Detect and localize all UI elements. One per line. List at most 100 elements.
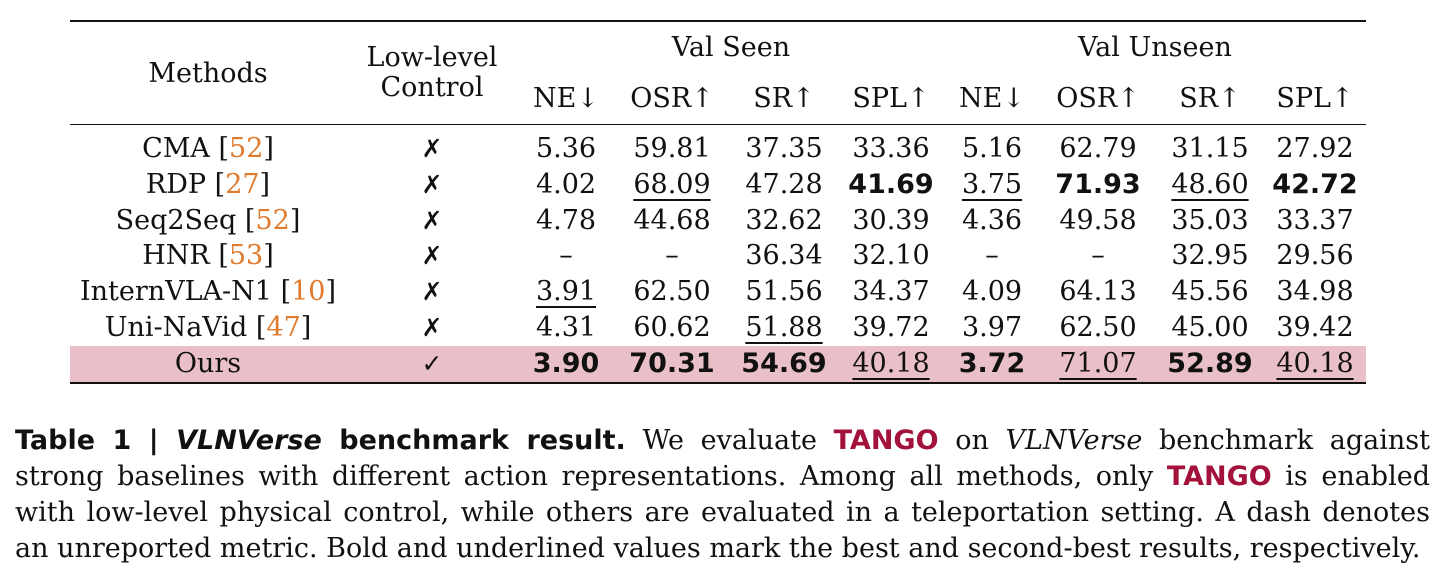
value-cell: 68.09 (633, 168, 711, 200)
metric-header: NE↓ (533, 82, 599, 114)
value-cell: 64.13 (1059, 276, 1137, 308)
value-cell: 3.91 (535, 276, 597, 308)
value-cell: 37.35 (745, 133, 823, 164)
value-cell: 62.79 (1059, 133, 1137, 164)
header-control-line2: Control (380, 72, 484, 103)
metric-header: SPL↑ (852, 82, 930, 114)
citation-link[interactable]: 27 (225, 168, 260, 200)
metric-header: SR↑ (1179, 82, 1241, 114)
table-row: InternVLA-N1 [10] ✗ 3.91 62.50 51.56 34.… (70, 274, 1366, 310)
header-methods: Methods (148, 57, 268, 89)
method-cell: Ours (70, 345, 346, 383)
value-cell: 40.18 (1264, 345, 1366, 383)
value-cell: 62.50 (633, 276, 711, 308)
tango-name: TANGO (833, 425, 939, 456)
value-cell: 31.15 (1171, 133, 1249, 164)
value-cell: 71.93 (1055, 168, 1141, 200)
value-cell: 60.62 (633, 311, 711, 343)
header-val-unseen: Val Unseen (1078, 31, 1232, 63)
value-cell: 33.36 (852, 133, 930, 164)
method-cell: Seq2Seq [52] (115, 204, 301, 236)
value-cell: 51.88 (745, 311, 823, 343)
value-cell: 5.16 (961, 133, 1023, 164)
value-cell: – (665, 240, 679, 272)
citation-link[interactable]: 53 (228, 240, 264, 272)
value-cell: 45.56 (1171, 276, 1249, 308)
value-cell: 62.50 (1059, 311, 1137, 343)
caption-text: We evaluate (642, 425, 834, 456)
value-cell: 4.31 (535, 311, 597, 343)
value-cell: 59.81 (633, 133, 711, 164)
value-cell: 33.37 (1276, 204, 1354, 236)
metric-header: SR↑ (753, 82, 815, 114)
value-cell: 41.69 (848, 168, 934, 200)
value-cell: 45.00 (1171, 311, 1249, 343)
method-cell: InternVLA-N1 [10] (79, 276, 337, 308)
value-cell: – (1091, 240, 1105, 272)
value-cell: – (559, 240, 573, 272)
value-cell: 4.36 (961, 204, 1023, 236)
value-cell: 36.34 (745, 240, 823, 272)
value-cell: 5.36 (535, 133, 597, 164)
control-mark: ✗ (421, 277, 443, 307)
value-cell: 70.31 (614, 345, 730, 383)
value-cell: 39.72 (852, 311, 930, 343)
table-row-ours: Ours ✓ 3.90 70.31 54.69 40.18 3.72 71.07… (70, 345, 1366, 383)
value-cell: 32.95 (1171, 240, 1249, 272)
metric-header: OSR↑ (1056, 82, 1140, 114)
citation-link[interactable]: 47 (266, 311, 301, 343)
value-cell: 49.58 (1059, 204, 1137, 236)
citation-link[interactable]: 52 (229, 133, 264, 164)
metric-header: NE↓ (959, 82, 1025, 114)
value-cell: 32.62 (745, 204, 823, 236)
table-row: HNR [53] ✗ – – 36.34 32.10 – – 32.95 29.… (70, 238, 1366, 274)
control-mark: ✗ (421, 205, 443, 235)
value-cell: 34.98 (1276, 276, 1354, 308)
value-cell: 4.09 (961, 276, 1023, 308)
method-cell: RDP [27] (145, 168, 271, 200)
value-cell: 3.75 (961, 168, 1023, 200)
value-cell: 29.56 (1276, 240, 1354, 272)
citation-link[interactable]: 52 (255, 204, 290, 236)
value-cell: 34.37 (852, 276, 930, 308)
value-cell: 51.56 (745, 276, 823, 308)
value-cell: 71.07 (1040, 345, 1156, 383)
metric-header: OSR↑ (630, 82, 714, 114)
header-row-groups: Methods Low-level Control Val Seen Val U… (70, 22, 1366, 103)
table-row: CMA [52] ✗ 5.36 59.81 37.35 33.36 5.16 6… (70, 125, 1366, 167)
value-cell: 4.78 (535, 204, 597, 236)
metric-header: SPL↑ (1276, 82, 1354, 114)
control-mark: ✗ (421, 312, 443, 342)
value-cell: 3.90 (518, 345, 614, 383)
control-mark: ✓ (346, 345, 518, 383)
table-row: Uni-NaVid [47] ✗ 4.31 60.62 51.88 39.72 … (70, 310, 1366, 346)
results-table: Methods Low-level Control Val Seen Val U… (70, 20, 1366, 385)
value-cell: 39.42 (1276, 311, 1354, 343)
table-row: RDP [27] ✗ 4.02 68.09 47.28 41.69 3.75 7… (70, 167, 1366, 203)
control-mark: ✗ (421, 134, 443, 163)
citation-link[interactable]: 10 (291, 276, 326, 308)
tango-name: TANGO (1166, 461, 1272, 492)
method-cell: Uni-NaVid [47] (104, 311, 312, 343)
control-mark: ✗ (421, 241, 443, 271)
value-cell: 35.03 (1171, 204, 1249, 236)
header-low-level-control: Low-level Control (346, 22, 518, 125)
method-cell: CMA [52] (142, 133, 274, 164)
method-cell: HNR [53] (142, 240, 274, 272)
value-cell: 40.18 (838, 345, 944, 383)
value-cell: 48.60 (1171, 168, 1249, 200)
value-cell: 52.89 (1156, 345, 1264, 383)
caption-label: Table 1 | VLNVerse benchmark result. (15, 425, 626, 456)
table-caption: Table 1 | VLNVerse benchmark result. We … (15, 425, 1430, 564)
value-cell: 27.92 (1276, 133, 1354, 164)
header-row-metrics: NE↓ OSR↑ SR↑ SPL↑ NE↓ OSR↑ SR↑ SPL↑ (70, 72, 1366, 125)
table-row: Seq2Seq [52] ✗ 4.78 44.68 32.62 30.39 4.… (70, 203, 1366, 239)
value-cell: 4.02 (535, 168, 597, 200)
control-mark: ✗ (421, 169, 443, 199)
value-cell: – (985, 240, 999, 272)
value-cell: 3.72 (944, 345, 1040, 383)
value-cell: 44.68 (633, 204, 711, 236)
header-control-line1: Low-level (366, 42, 498, 73)
value-cell: 42.72 (1272, 168, 1358, 200)
